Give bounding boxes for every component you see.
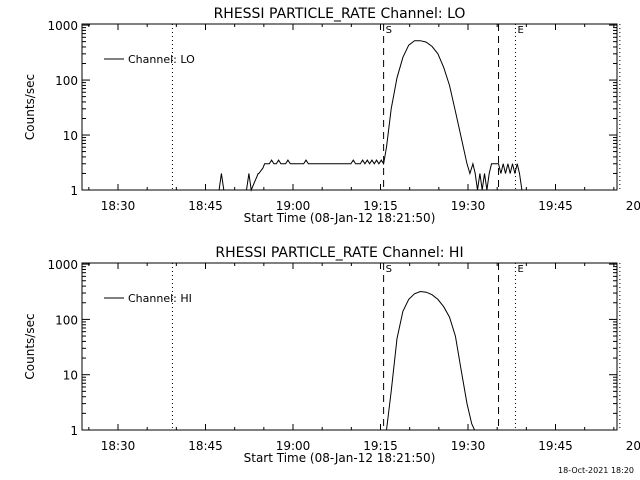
x-tick-label: 19:30	[451, 199, 486, 213]
plot-frame	[81, 262, 618, 431]
x-tick-label: 20:00	[626, 199, 640, 213]
x-tick-label: 18:30	[101, 199, 136, 213]
start-label: S	[386, 264, 392, 275]
legend-label: Channel: HI	[128, 292, 192, 305]
y-tick-label: 1000	[47, 19, 78, 33]
x-tick-label: 19:45	[538, 439, 573, 453]
x-axis-label: Start Time (08-Jan-12 18:21:50)	[244, 211, 436, 225]
legend-label: Channel: LO	[128, 53, 195, 66]
x-tick-label: 19:15	[363, 439, 398, 453]
x-tick-label: 20:00	[626, 439, 640, 453]
series-line	[218, 40, 534, 192]
chart-title: RHESSI PARTICLE_RATE Channel: HI	[215, 245, 463, 261]
y-axis-label: Counts/sec	[23, 313, 37, 379]
series-line	[386, 290, 476, 431]
x-tick-label: 18:45	[188, 199, 223, 213]
plot-frame	[81, 23, 618, 191]
x-tick-label: 19:30	[451, 439, 486, 453]
x-tick-label: 19:15	[363, 199, 398, 213]
y-tick-label: 1	[70, 424, 78, 438]
y-tick-label: 1000	[47, 258, 78, 272]
start-label: S	[386, 25, 392, 36]
x-tick-label: 19:00	[276, 439, 311, 453]
y-tick-label: 1	[70, 184, 78, 198]
x-tick-label: 18:45	[188, 439, 223, 453]
y-tick-label: 10	[63, 369, 78, 383]
x-axis-label: Start Time (08-Jan-12 18:21:50)	[244, 451, 436, 465]
y-tick-label: 100	[55, 74, 78, 88]
x-tick-label: 19:00	[276, 199, 311, 213]
y-tick-label: 10	[63, 129, 78, 143]
end-label: E	[517, 264, 523, 275]
x-tick-label: 19:45	[538, 199, 573, 213]
chart-title: RHESSI PARTICLE_RATE Channel: LO	[214, 6, 466, 22]
end-label: E	[517, 25, 523, 36]
y-tick-label: 100	[55, 313, 78, 327]
timestamp: 18-Oct-2021 18:20	[558, 466, 634, 475]
y-axis-label: Counts/sec	[23, 74, 37, 140]
x-tick-label: 18:30	[101, 439, 136, 453]
